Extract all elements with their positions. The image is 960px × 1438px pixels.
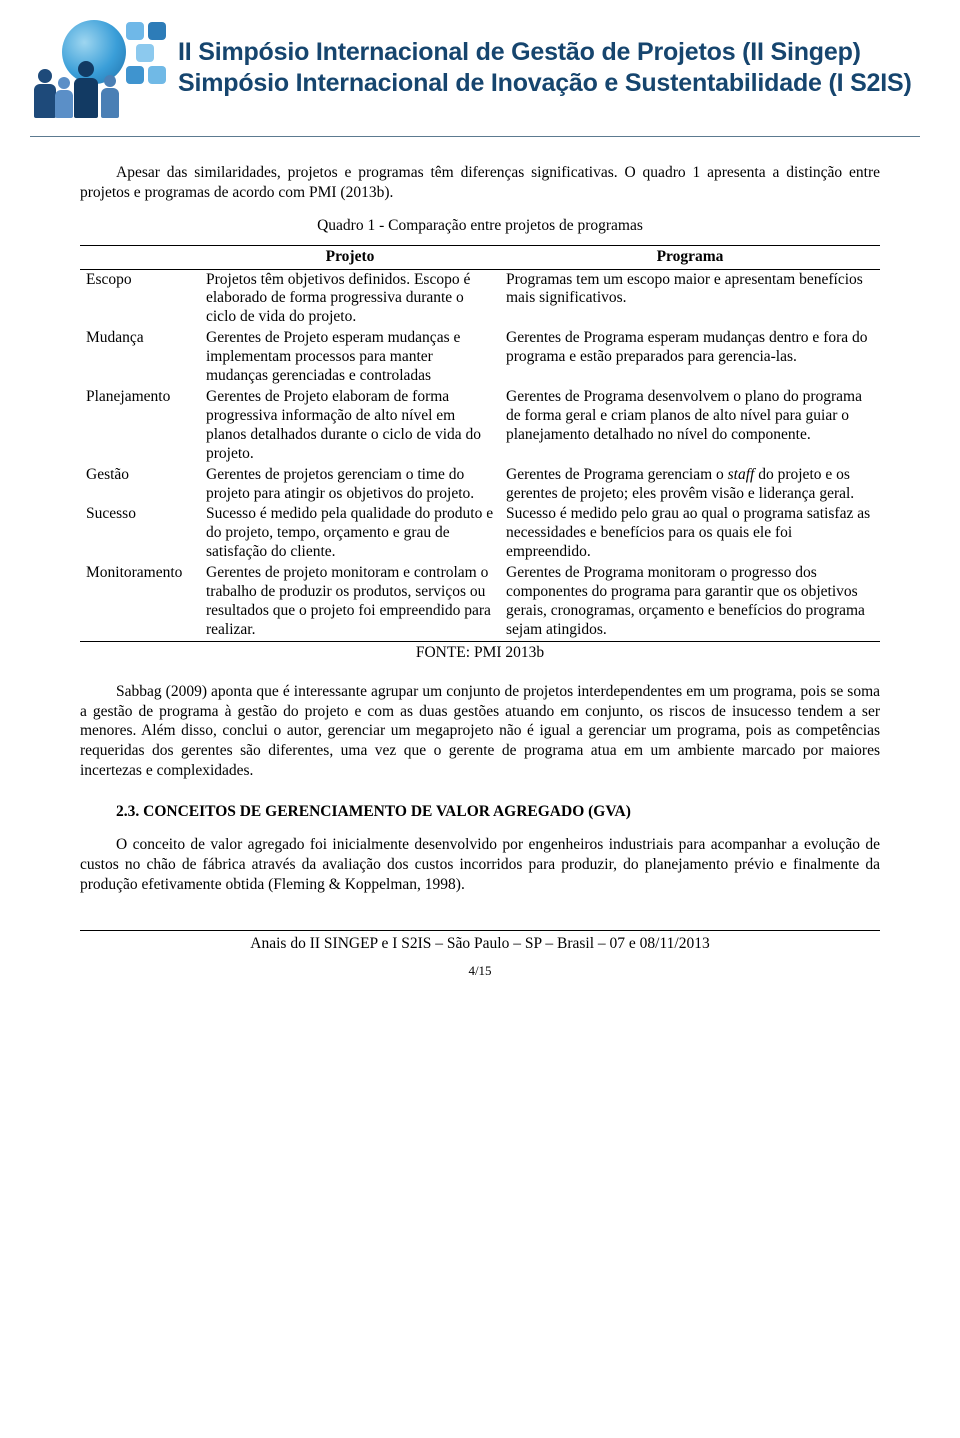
- body-paragraph: Sabbag (2009) aponta que é interessante …: [80, 682, 880, 781]
- table-header-projeto: Projeto: [200, 245, 500, 269]
- row-programa: Programas tem um escopo maior e apresent…: [500, 269, 880, 328]
- table-row: MonitoramentoGerentes de projeto monitor…: [80, 563, 880, 641]
- row-label: Planejamento: [80, 387, 200, 465]
- comparison-table: Projeto Programa EscopoProjetos têm obje…: [80, 245, 880, 642]
- row-programa: Gerentes de Programa gerenciam o staff d…: [500, 465, 880, 505]
- section-heading: 2.3. CONCEITOS DE GERENCIAMENTO DE VALOR…: [116, 803, 880, 821]
- footer-text: Anais do II SINGEP e I S2IS – São Paulo …: [80, 935, 880, 953]
- row-projeto: Gerentes de Projeto esperam mudanças e i…: [200, 328, 500, 387]
- banner-title-line-1: II Simpósio Internacional de Gestão de P…: [178, 38, 920, 67]
- row-projeto: Projetos têm objetivos definidos. Escopo…: [200, 269, 500, 328]
- table-row: MudançaGerentes de Projeto esperam mudan…: [80, 328, 880, 387]
- banner-divider: [30, 136, 920, 137]
- table-source: FONTE: PMI 2013b: [80, 644, 880, 662]
- conference-banner: II Simpósio Internacional de Gestão de P…: [0, 0, 960, 136]
- table-row: PlanejamentoGerentes de Projeto elaboram…: [80, 387, 880, 465]
- row-programa: Gerentes de Programa esperam mudanças de…: [500, 328, 880, 387]
- row-programa: Gerentes de Programa monitoram o progres…: [500, 563, 880, 641]
- page-number: 4/15: [80, 963, 880, 979]
- table-header-empty: [80, 245, 200, 269]
- row-label: Sucesso: [80, 504, 200, 563]
- banner-title-line-2: Simpósio Internacional de Inovação e Sus…: [178, 69, 920, 98]
- row-programa: Sucesso é medido pelo grau ao qual o pro…: [500, 504, 880, 563]
- table-row: EscopoProjetos têm objetivos definidos. …: [80, 269, 880, 328]
- table-caption: Quadro 1 - Comparação entre projetos de …: [80, 217, 880, 235]
- table-header-programa: Programa: [500, 245, 880, 269]
- row-programa: Gerentes de Programa desenvolvem o plano…: [500, 387, 880, 465]
- row-label: Gestão: [80, 465, 200, 505]
- row-label: Escopo: [80, 269, 200, 328]
- row-projeto: Gerentes de projetos gerenciam o time do…: [200, 465, 500, 505]
- conference-logo: [30, 18, 160, 118]
- row-projeto: Gerentes de Projeto elaboram de forma pr…: [200, 387, 500, 465]
- row-projeto: Sucesso é medido pela qualidade do produ…: [200, 504, 500, 563]
- table-row: SucessoSucesso é medido pela qualidade d…: [80, 504, 880, 563]
- row-projeto: Gerentes de projeto monitoram e controla…: [200, 563, 500, 641]
- table-row: GestãoGerentes de projetos gerenciam o t…: [80, 465, 880, 505]
- row-label: Mudança: [80, 328, 200, 387]
- intro-paragraph: Apesar das similaridades, projetos e pro…: [80, 163, 880, 203]
- section-paragraph: O conceito de valor agregado foi inicial…: [80, 835, 880, 894]
- row-label: Monitoramento: [80, 563, 200, 641]
- footer-divider: [80, 930, 880, 931]
